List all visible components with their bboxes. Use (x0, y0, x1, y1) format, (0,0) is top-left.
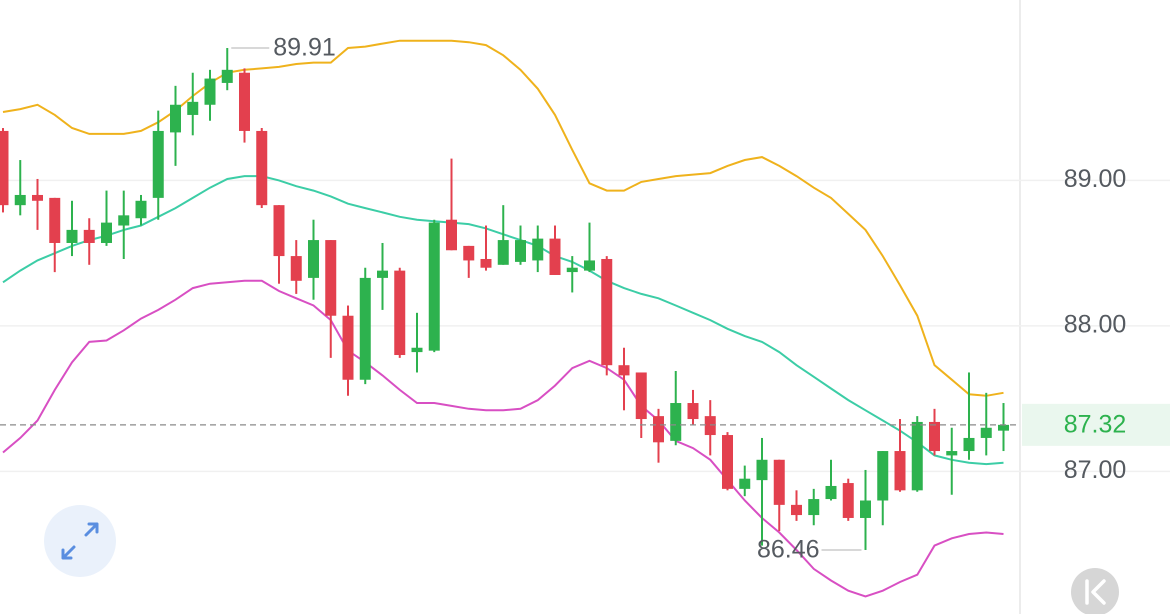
candle-body (791, 504, 802, 516)
candle-body (290, 256, 302, 281)
y-tick-label: 89.00 (1064, 165, 1127, 193)
candle-body (446, 219, 457, 251)
candle-body (877, 451, 889, 501)
candle-body (566, 267, 578, 273)
candle-body (170, 104, 181, 133)
candle-body (256, 130, 268, 206)
labels: 89.00 88.00 87.00 89.91 86.46 87.32 (231, 34, 1170, 564)
candle-body (49, 197, 61, 243)
candle-body (32, 194, 43, 201)
candle-body (842, 483, 854, 518)
candle-body (187, 101, 199, 115)
candle-body (221, 69, 233, 83)
last-price-label: 87.32 (1064, 410, 1127, 438)
candle-body (101, 222, 112, 243)
band-line (2, 39, 1004, 397)
candle-body (635, 372, 647, 420)
candle-body (239, 72, 250, 131)
candle-body (83, 229, 95, 243)
y-tick-label: 88.00 (1064, 311, 1127, 339)
candle-body (722, 435, 733, 489)
candle-body (480, 258, 492, 268)
candle-body (929, 421, 940, 452)
candle-body (653, 416, 664, 443)
band-line (2, 279, 1004, 598)
candle-body (998, 424, 1009, 431)
max-label: 89.91 (273, 34, 336, 62)
last-price-box (1022, 403, 1170, 446)
candle-body (394, 270, 406, 356)
candle-body (66, 229, 78, 243)
candle-body (273, 205, 285, 257)
candle-body (204, 78, 216, 105)
candle-body (308, 240, 319, 278)
candle-body (618, 365, 630, 376)
candle-body (963, 437, 975, 452)
candle-body (118, 215, 130, 226)
candle-body (0, 130, 9, 206)
candle-body (739, 478, 751, 489)
candle-body (359, 277, 371, 380)
candle-body (325, 240, 337, 316)
candle-body (515, 240, 526, 262)
candle-body (463, 245, 475, 261)
min-label: 86.46 (757, 536, 820, 564)
candle-body (411, 347, 423, 353)
candle-body (808, 499, 820, 516)
candle-body (135, 200, 147, 219)
plot-area (0, 39, 1020, 598)
candle-body (773, 459, 785, 505)
candle-body (497, 240, 509, 265)
candle-body (428, 222, 440, 351)
candle-body (670, 403, 682, 441)
candle-body (756, 459, 768, 481)
candle-body (601, 258, 613, 366)
y-tick-label: 87.00 (1064, 456, 1127, 484)
candle-body (532, 238, 544, 261)
candle-body (377, 270, 388, 278)
candle-body (14, 194, 26, 206)
candle-body (825, 485, 837, 500)
candle-body (946, 451, 958, 456)
candle-body (894, 451, 906, 491)
candle-body (584, 260, 595, 271)
candle-body (980, 427, 992, 438)
candle-body (342, 315, 354, 380)
candle-body (704, 416, 716, 436)
candle-body (549, 238, 561, 275)
candle-body (860, 500, 871, 518)
candle-body (687, 403, 699, 420)
candle-body (152, 130, 164, 198)
candle-body (911, 421, 923, 491)
kline-button[interactable] (1071, 568, 1119, 614)
grid (0, 179, 1170, 473)
expand-button[interactable] (44, 505, 116, 577)
